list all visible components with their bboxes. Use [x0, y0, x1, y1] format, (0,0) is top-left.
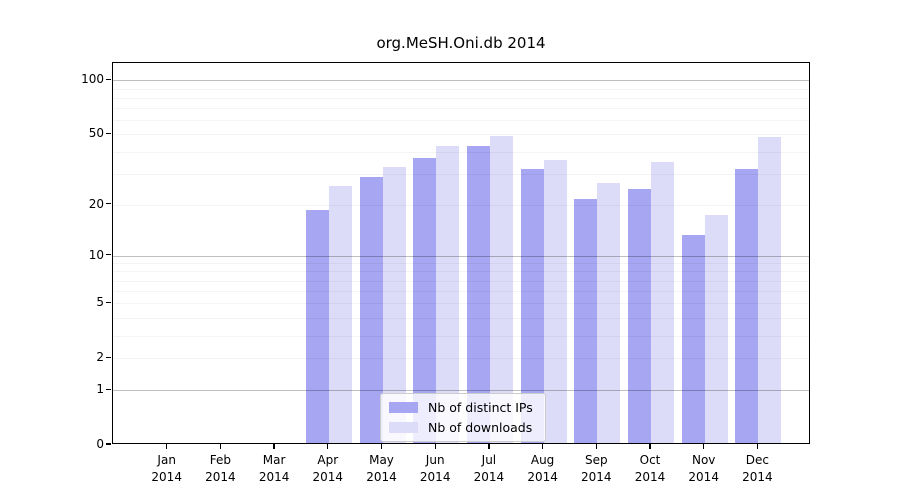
- y-tick-label: 10: [88, 247, 104, 262]
- x-tick-mark: [649, 444, 651, 449]
- x-tick-mark: [327, 444, 329, 449]
- x-tick-mark: [703, 444, 705, 449]
- plot-area: Nb of distinct IPs Nb of downloads: [112, 62, 810, 444]
- chart-title: org.MeSH.Oni.db 2014: [376, 34, 546, 52]
- x-tick-label: Nov 2014: [688, 453, 719, 485]
- x-tick-mark: [756, 444, 759, 449]
- x-tick-label: Aug 2014: [527, 453, 558, 485]
- x-tick-label: Sep 2014: [581, 453, 612, 485]
- y-tick-label: 5: [96, 295, 104, 310]
- y-tick-label: 50: [88, 126, 104, 141]
- x-tick-mark: [434, 444, 436, 449]
- bar-downloads: [328, 185, 352, 443]
- bar-distinct-ips: [574, 198, 598, 443]
- bar-distinct-ips: [413, 157, 437, 443]
- x-tick-label: Mar 2014: [258, 453, 290, 485]
- x-tick-label: Jul 2014: [473, 453, 505, 485]
- x-tick-label: Jan 2014: [151, 453, 182, 485]
- x-tick-mark: [166, 444, 168, 449]
- y-tick-label: 2: [96, 350, 104, 365]
- x-tick-label: Apr 2014: [312, 453, 344, 485]
- bar-distinct-ips: [681, 234, 705, 443]
- legend-item-distinct-ips: Nb of distinct IPs: [389, 400, 535, 415]
- legend-swatch-distinct-ips: [389, 402, 418, 413]
- bar-distinct-ips: [305, 210, 329, 443]
- x-tick-mark: [219, 444, 222, 449]
- x-tick-mark: [595, 444, 597, 449]
- bar-downloads: [651, 162, 674, 443]
- x-tick-mark: [380, 444, 383, 449]
- y-tick-label: 20: [88, 196, 104, 211]
- x-tick-label: Jun 2014: [419, 453, 451, 485]
- y-tick-mark: [106, 253, 111, 256]
- legend-swatch-downloads: [389, 422, 418, 433]
- y-tick-mark: [106, 388, 111, 390]
- legend-item-downloads: Nb of downloads: [389, 420, 535, 435]
- x-tick-label: Feb 2014: [205, 453, 236, 485]
- bar-downloads: [758, 137, 782, 443]
- bars-layer: [113, 63, 809, 443]
- x-tick-mark: [488, 444, 490, 449]
- bar-distinct-ips: [735, 169, 759, 443]
- x-tick-label: May 2014: [366, 453, 397, 485]
- bar-distinct-ips: [628, 188, 651, 443]
- x-tick-label: Dec 2014: [742, 453, 773, 485]
- bar-distinct-ips: [466, 145, 490, 443]
- bar-downloads: [597, 182, 621, 443]
- legend-label: Nb of downloads: [428, 420, 533, 435]
- bar-downloads: [436, 145, 460, 443]
- legend: Nb of distinct IPs Nb of downloads: [380, 393, 546, 442]
- bar-distinct-ips: [520, 169, 544, 443]
- y-tick-mark: [106, 356, 111, 358]
- y-tick-label: 100: [81, 72, 104, 87]
- y-tick-mark: [106, 301, 111, 304]
- bar-downloads: [543, 159, 567, 443]
- y-tick-mark: [106, 443, 111, 445]
- y-tick-mark: [106, 78, 111, 81]
- y-tick-mark: [106, 132, 111, 135]
- y-tick-mark: [106, 202, 111, 205]
- bar-downloads: [382, 166, 406, 443]
- bar-downloads: [704, 214, 728, 443]
- x-tick-mark: [541, 444, 544, 449]
- bar-downloads: [489, 135, 513, 443]
- x-tick-label: Oct 2014: [634, 453, 666, 485]
- bar-distinct-ips: [359, 177, 383, 443]
- y-tick-label: 0: [96, 437, 104, 451]
- y-tick-label: 1: [96, 382, 104, 397]
- x-tick-mark: [273, 444, 275, 449]
- legend-label: Nb of distinct IPs: [428, 400, 533, 415]
